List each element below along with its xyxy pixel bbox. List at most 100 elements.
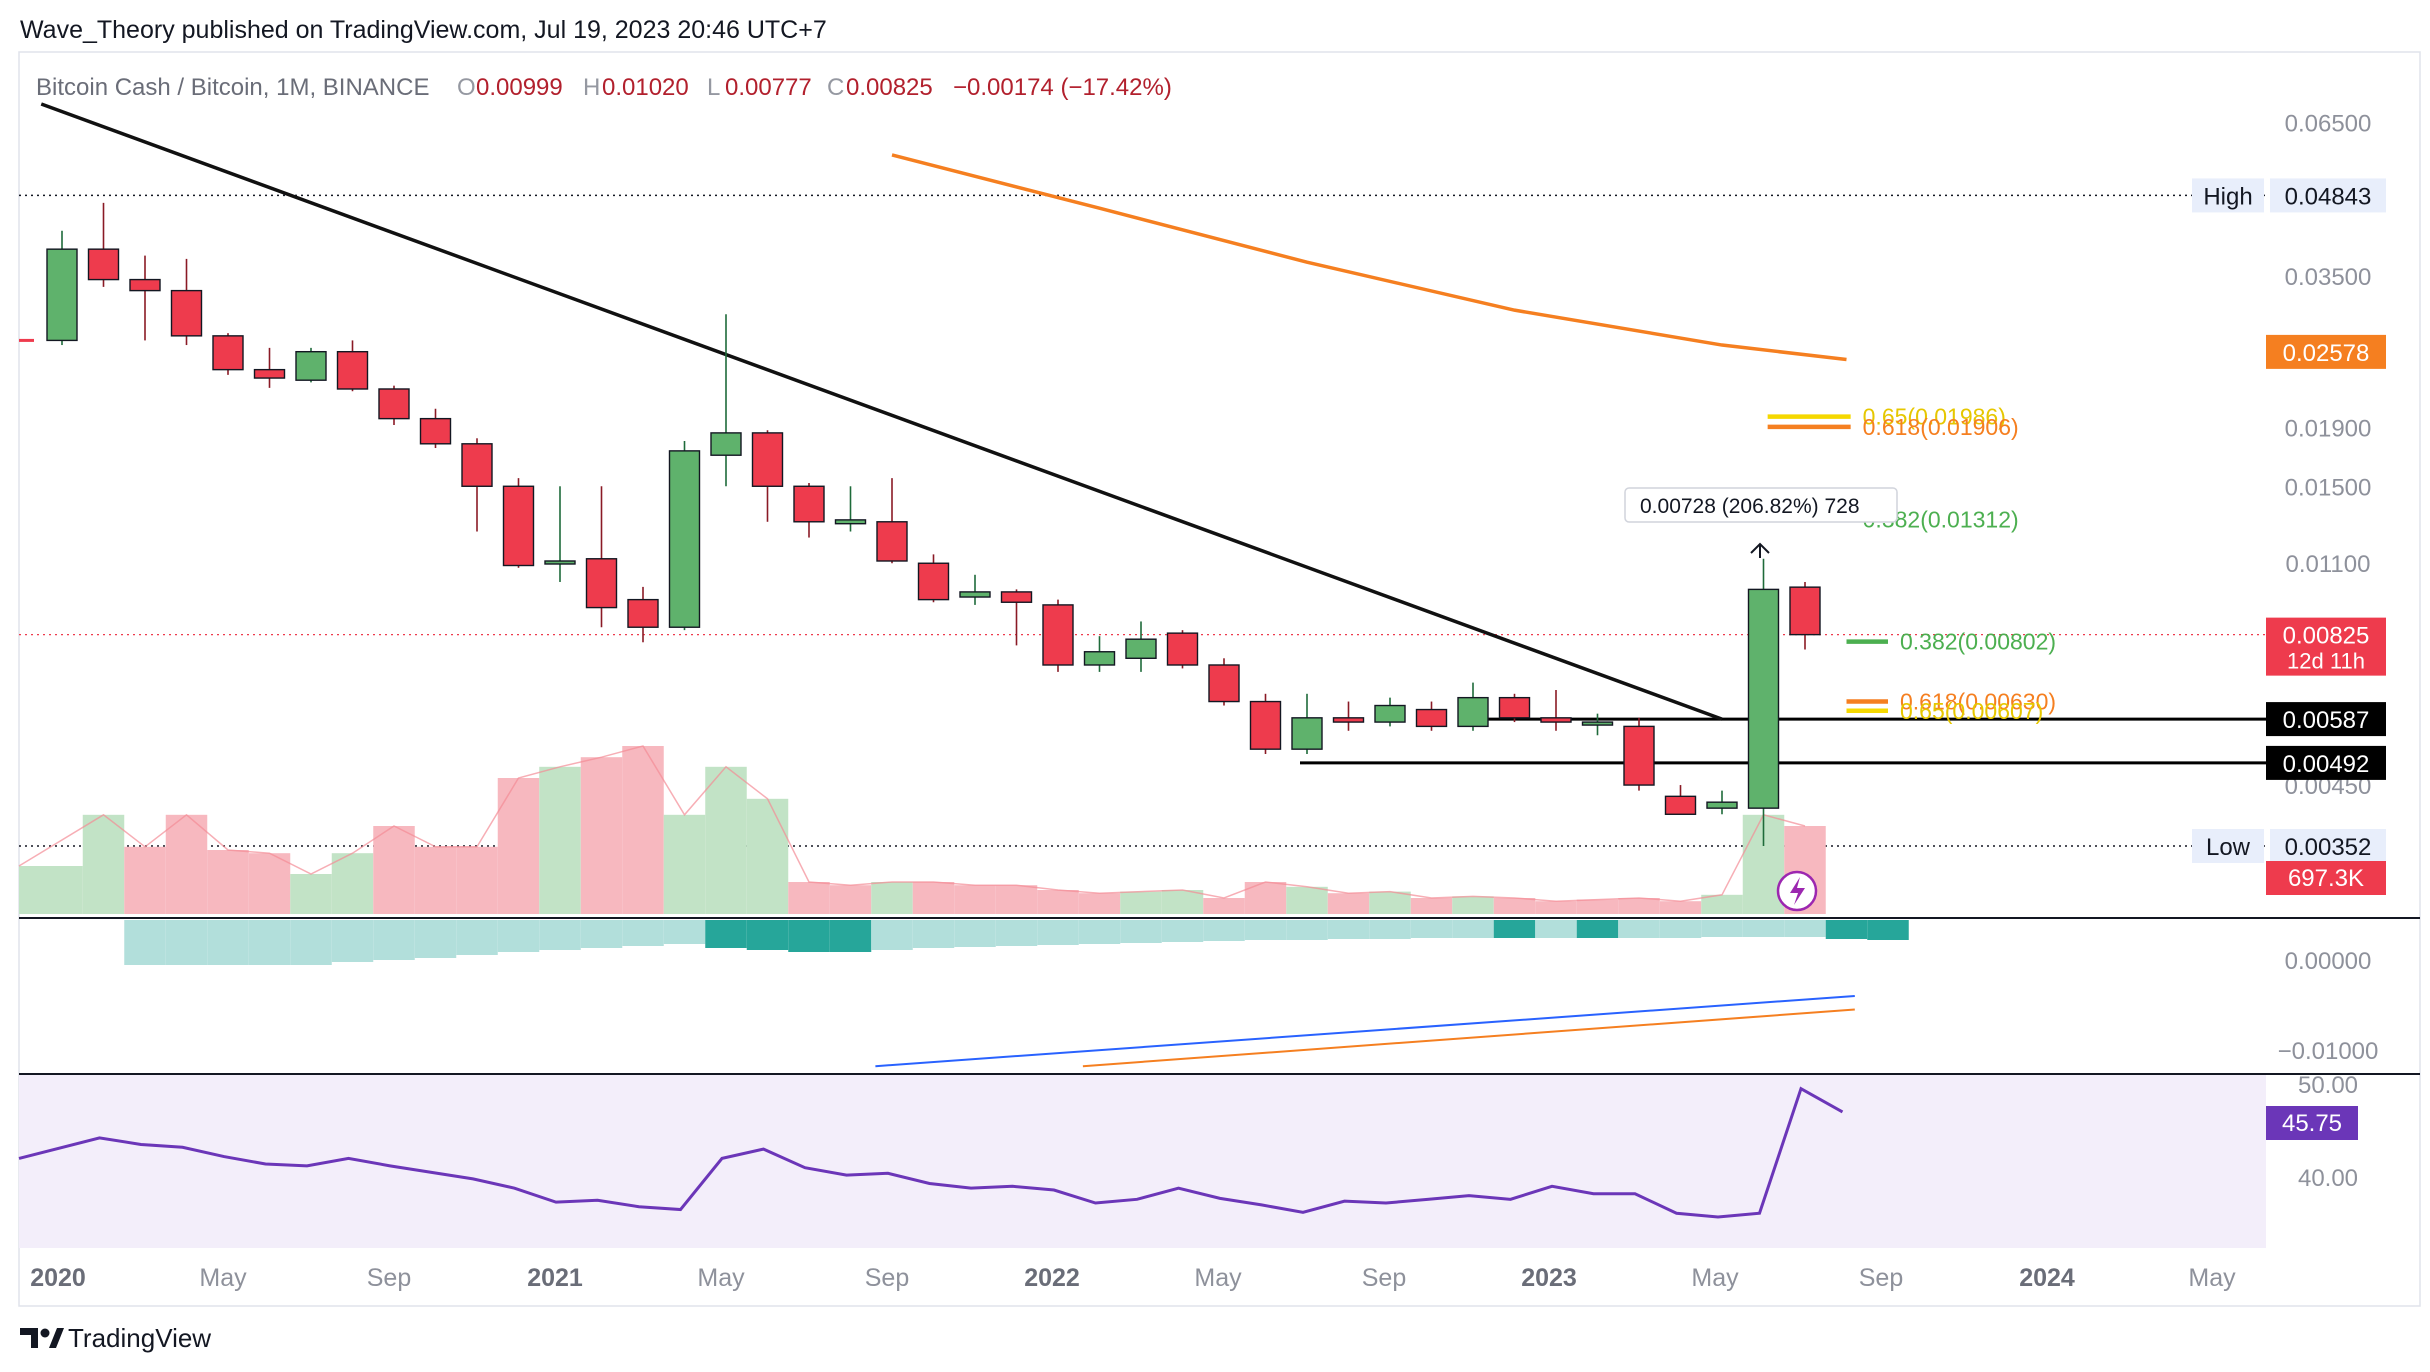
- publisher-line: Wave_Theory published on TradingView.com…: [20, 16, 827, 44]
- volume-bar: [663, 814, 706, 914]
- candle-body: [959, 591, 991, 598]
- volume-bar: [1535, 901, 1577, 914]
- volume-bar: [19, 866, 83, 914]
- macd-histogram-bar: [1037, 920, 1079, 945]
- macd-histogram-bar: [1203, 920, 1245, 941]
- candle-body: [1374, 704, 1406, 723]
- volume-bar: [1120, 891, 1162, 914]
- macd-pane: 0.00000 −0.01000: [124, 920, 2379, 1068]
- volume-bar: [954, 885, 996, 914]
- price-tick: 0.01500: [2285, 474, 2372, 501]
- candle-body: [1457, 696, 1489, 728]
- volume-bar: [829, 885, 872, 914]
- legend-high-value: 0.01020: [602, 74, 689, 101]
- measure-tool[interactable]: 0.00728 (206.82%) 728: [1624, 487, 1898, 558]
- macd-tick: −0.01000: [2278, 1038, 2379, 1065]
- macd-histogram-bar: [912, 920, 955, 948]
- price-tick: 0.06500: [2285, 110, 2372, 137]
- level-tag-high: [2192, 178, 2264, 213]
- macd-histogram-bar: [1535, 920, 1577, 938]
- volume-bar: [456, 846, 498, 914]
- macd-histogram-bar: [1576, 920, 1619, 938]
- time-label: Sep: [1362, 1264, 1406, 1292]
- macd-histogram-bar: [580, 920, 623, 948]
- macd-tick: 0.00000: [2285, 948, 2372, 975]
- level-tag-label: High: [2203, 183, 2252, 210]
- candle-body: [336, 350, 369, 390]
- candle-body: [295, 350, 327, 381]
- overlay-lines[interactable]: [40, 102, 1847, 721]
- candle-body: [419, 417, 452, 445]
- rsi-value-label: 45.75: [2282, 1110, 2342, 1137]
- price-badge: [2266, 745, 2386, 780]
- macd-histogram-bar: [373, 920, 415, 960]
- moving-average-line[interactable]: [891, 153, 1847, 362]
- candle-body: [461, 443, 493, 487]
- volume-badge-label: 697.3K: [2288, 865, 2364, 892]
- time-label: May: [2188, 1264, 2236, 1292]
- macd-histogram-bar: [954, 920, 996, 947]
- macd-histogram-bar: [1659, 920, 1702, 938]
- time-label: May: [199, 1264, 247, 1292]
- descending-trendline[interactable]: [40, 102, 1723, 721]
- candle-body: [502, 485, 535, 567]
- time-label: Sep: [367, 1264, 411, 1292]
- volume-bar: [746, 798, 789, 914]
- volume-bar: [290, 874, 332, 914]
- measure-label: 0.00728 (206.82%) 728: [1640, 495, 1860, 518]
- macd-histogram-bar: [1784, 920, 1826, 937]
- measure-arrow-icon: [1750, 542, 1770, 558]
- time-label: 2020: [30, 1264, 86, 1292]
- legend-open-label: O: [457, 74, 476, 101]
- symbol-title: Bitcoin Cash / Bitcoin, 1M, BINANCE: [36, 74, 429, 101]
- time-label: Sep: [865, 1264, 909, 1292]
- level-value: 0.00352: [2285, 834, 2372, 861]
- price-badge: [2266, 617, 2386, 676]
- tradingview-logo[interactable]: TradingView: [20, 1323, 211, 1353]
- candle-body: [627, 598, 659, 628]
- volume-bar: [207, 850, 249, 914]
- horizontal-levels: High 0.04843 Low 0.00352: [19, 178, 2386, 863]
- volume-bar: [705, 766, 747, 914]
- volume-bar: [1576, 899, 1619, 914]
- candle-body: [751, 432, 784, 487]
- fib-label: 0.618(0.01906): [1863, 414, 2019, 440]
- macd-histogram-bar: [331, 920, 374, 962]
- legend-low-value: 0.00777: [725, 74, 812, 101]
- candle-body: [1664, 795, 1697, 815]
- legend-close-label: C: [827, 74, 844, 101]
- level-tag-label: Low: [2206, 834, 2251, 861]
- volume-bar: [1078, 893, 1121, 914]
- macd-histogram-bar: [1369, 920, 1411, 939]
- macd-histogram-bar: [1701, 920, 1743, 937]
- time-label: May: [1691, 1264, 1739, 1292]
- level-value: 0.04843: [2285, 183, 2372, 210]
- macd-histogram-bar: [165, 920, 208, 965]
- volume-outline: [18, 745, 1806, 902]
- candle-body: [1415, 708, 1448, 728]
- volume-bar: [871, 882, 913, 914]
- volume-bar: [995, 885, 1038, 914]
- macd-histogram-bar: [1410, 920, 1453, 938]
- volume-bar: [82, 814, 125, 914]
- candle-body: [212, 335, 244, 371]
- macd-histogram-bar: [497, 920, 540, 952]
- volume-bar: [788, 882, 830, 914]
- candle-body: [87, 248, 120, 281]
- macd-histogram-bar: [1078, 920, 1121, 944]
- volume-bar: [1410, 898, 1453, 914]
- candle-body: [876, 521, 908, 562]
- time-label: May: [1194, 1264, 1242, 1292]
- volume-bar: [373, 826, 415, 914]
- candle-body: [129, 278, 161, 292]
- price-badge-countdown: 12d 11h: [2287, 649, 2365, 674]
- price-badge-label: 0.02578: [2283, 340, 2370, 367]
- alert-icon[interactable]: [1776, 870, 1818, 912]
- symbol-legend[interactable]: Bitcoin Cash / Bitcoin, 1M, BINANCE O 0.…: [36, 74, 1172, 101]
- macd-histogram-bar: [1286, 920, 1328, 940]
- price-badge: [2266, 702, 2386, 737]
- macd-histogram-bar: [290, 920, 332, 965]
- fibonacci-levels[interactable]: 0.65(0.01986)0.618(0.01906)0.382(0.01312…: [1767, 404, 2056, 724]
- legend-low-label: L: [707, 74, 720, 101]
